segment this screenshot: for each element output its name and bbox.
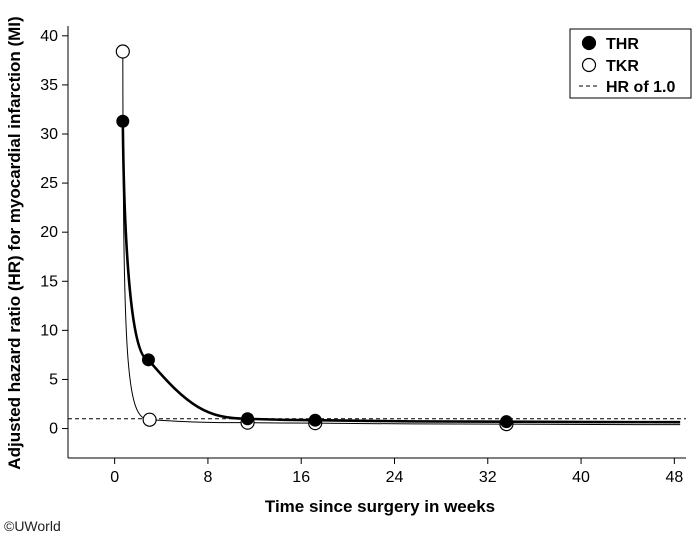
y-tick-label: 10 xyxy=(40,322,58,339)
x-tick-label: 8 xyxy=(203,469,212,486)
legend-marker-tkr xyxy=(581,57,597,73)
plot-area: 0 5 10 15 20 25 30 35 40 0 8 16 24 32 40 48 xyxy=(40,26,686,486)
legend: THR TKR HR of 1.0 xyxy=(569,28,692,99)
series-line-thr xyxy=(121,121,681,424)
data-point-thr xyxy=(308,413,322,427)
y-axis-label: Adjusted hazard ratio (HR) for myocardia… xyxy=(5,16,24,469)
legend-marker-thr xyxy=(581,35,597,51)
copyright-text: ©UWorld xyxy=(4,518,61,534)
data-point-tkr xyxy=(115,44,130,59)
x-tick-label: 16 xyxy=(292,469,310,486)
y-tick-label: 35 xyxy=(40,77,58,94)
data-point-thr xyxy=(241,412,255,426)
y-tick-label: 20 xyxy=(40,224,58,241)
data-point-thr xyxy=(141,353,155,367)
y-tick-label: 25 xyxy=(40,175,58,192)
data-point-thr xyxy=(116,114,130,128)
y-tick-label: 15 xyxy=(40,273,58,290)
y-tick-label: 5 xyxy=(49,371,58,388)
legend-label-thr: THR xyxy=(606,36,639,53)
x-tick-label: 48 xyxy=(665,469,683,486)
x-tick-label: 40 xyxy=(572,469,590,486)
y-tick-label: 0 xyxy=(49,421,58,438)
series-line-tkr xyxy=(122,51,681,426)
y-tick-label: 40 xyxy=(40,28,58,45)
legend-label-reference: HR of 1.0 xyxy=(606,79,675,96)
legend-label-tkr: TKR xyxy=(606,58,639,75)
data-point-thr xyxy=(499,415,513,429)
x-tick-label: 32 xyxy=(479,469,497,486)
x-tick-label: 24 xyxy=(386,469,404,486)
x-axis-label: Time since surgery in weeks xyxy=(265,497,495,516)
x-tick-label: 0 xyxy=(110,469,119,486)
data-point-tkr xyxy=(142,412,157,427)
y-tick-label: 30 xyxy=(40,126,58,143)
